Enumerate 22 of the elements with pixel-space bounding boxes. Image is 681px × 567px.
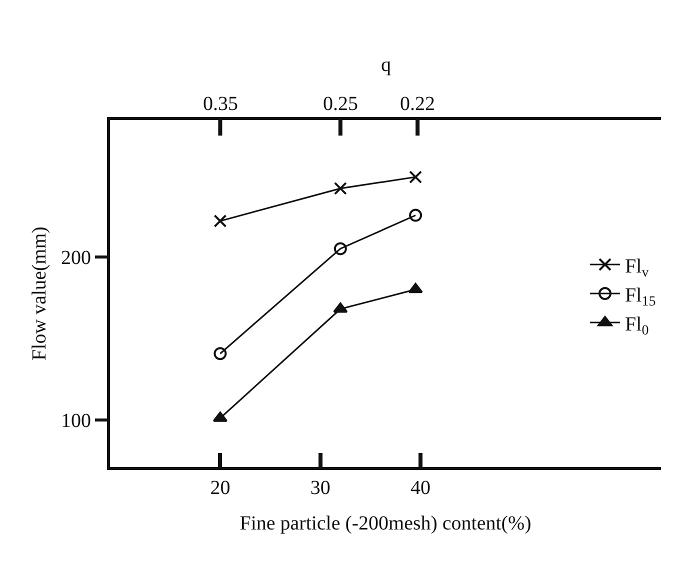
point (408, 282, 423, 294)
annotation: 0.35 (203, 93, 238, 115)
y-axis-title: Flow value(mm) (28, 226, 50, 360)
annotation: 0.22 (400, 93, 435, 115)
x2-axis-title: q (381, 54, 391, 76)
point (214, 347, 227, 360)
point (409, 208, 422, 222)
x-tick-label: 40 (410, 477, 431, 499)
x-tick-label: 20 (210, 477, 230, 499)
y-tick-label: 100 (61, 410, 91, 432)
point (334, 182, 347, 195)
x-tick-label: 30 (310, 477, 330, 499)
legend-label: Fl$_{v}$ (625, 255, 649, 280)
x-axis-title: Fine particle (-200mesh) content(%) (240, 512, 532, 534)
point (334, 242, 347, 256)
point (333, 302, 348, 313)
y-tick-label: 200 (61, 246, 91, 269)
annotation: 0.25 (323, 93, 358, 115)
legend-label: Fl$_{0}$ (625, 313, 649, 338)
legend-label: Fl$_{15}$ (625, 284, 656, 310)
point (214, 214, 227, 228)
point (409, 170, 422, 184)
